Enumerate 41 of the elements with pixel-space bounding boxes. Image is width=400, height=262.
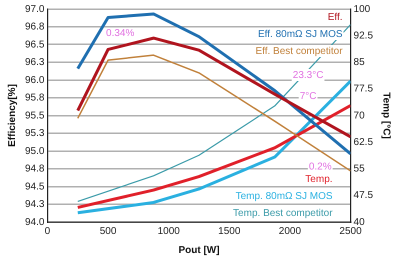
y-tick-label: 95.8: [24, 92, 45, 104]
text: Temp. Best competitor: [233, 208, 334, 219]
y2-tick-label: 40: [354, 216, 366, 228]
y2-tick-label: 92.5: [354, 30, 374, 42]
y-tick-label: 97.0: [24, 4, 45, 15]
y2-tick-label: 85: [354, 57, 366, 68]
x-axis-title: Pout [W]: [178, 244, 220, 256]
y-tick-label: 95.3: [24, 128, 45, 139]
y2-tick-label: 55: [354, 164, 366, 174]
y-tick-label: 96.8: [24, 22, 45, 32]
y-tick-label: 95.5: [24, 110, 45, 122]
y-tick-label: 94.8: [24, 164, 45, 174]
y2-tick-label: 62.5: [354, 136, 374, 148]
x-tick-label: 1500: [218, 226, 241, 237]
y2-tick-label: 100: [354, 4, 371, 15]
y-axis-title: Efficiency[%]: [6, 84, 18, 147]
y-tick-label: 94.3: [24, 199, 45, 210]
x-tick-label: 1000: [158, 226, 180, 237]
y2-tick-label: 70: [354, 110, 366, 122]
annotation: 0.34%: [106, 28, 134, 40]
x-tick-label: 0: [44, 226, 51, 237]
x-tick-label: 500: [100, 226, 117, 237]
y-tick-label: 94.5: [24, 181, 45, 192]
y2-tick-label: 77.5: [354, 84, 374, 95]
y2-tick-label: 47.5: [354, 190, 374, 202]
y-tick-label: 96.3: [24, 57, 45, 68]
y-tick-label: 94.0: [24, 216, 45, 228]
text: Eff. Best competitor: [255, 46, 344, 57]
x-tick-label: 2000: [278, 226, 302, 237]
text: Eff.: [328, 12, 343, 23]
text: Eff. 80mΩ SJ MOS: [258, 28, 343, 40]
y-tick-label: 96.5: [24, 39, 45, 50]
series-label: Temp. 80mΩ SJ MOS: [236, 190, 333, 202]
y-tick-label: 95.0: [24, 146, 45, 157]
text: Temp.: [305, 174, 333, 185]
x-tick-label: 2500: [339, 226, 362, 237]
annotation: 0.2%: [308, 161, 332, 172]
annotation: 7°C: [300, 91, 317, 102]
annotation: 23.3°C: [292, 70, 324, 81]
y2-axis-title: Temp [°C]: [380, 92, 392, 139]
y-tick-label: 96.0: [24, 74, 45, 86]
